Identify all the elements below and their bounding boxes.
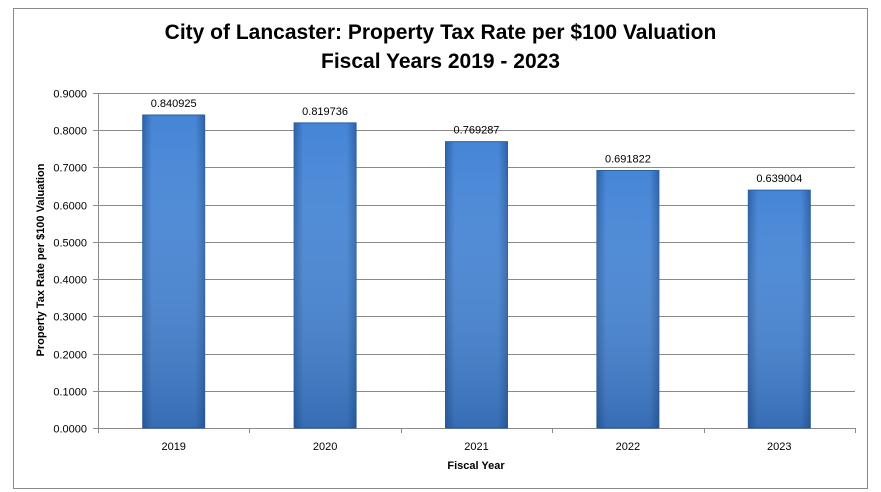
data-label: 0.691822 — [605, 153, 651, 165]
y-tick-label: 0.3000 — [53, 312, 87, 324]
x-tick-label: 2020 — [313, 441, 337, 453]
chart-frame — [13, 8, 868, 489]
y-tick-label: 0.1000 — [53, 387, 87, 399]
x-tick-label: 2023 — [767, 441, 791, 453]
y-tick-label: 0.0000 — [53, 424, 87, 436]
x-tick-label: 2019 — [161, 441, 185, 453]
y-tick-label: 0.8000 — [53, 126, 87, 138]
bar-shade — [142, 114, 205, 429]
y-tick-label: 0.2000 — [53, 350, 87, 362]
bar-shade — [748, 190, 811, 428]
bar-shade — [596, 170, 659, 429]
data-label: 0.769287 — [454, 125, 500, 137]
bar-shade — [445, 141, 508, 428]
chart-title: City of Lancaster: Property Tax Rate per… — [164, 21, 717, 44]
bar-shade — [294, 122, 357, 429]
y-tick-label: 0.6000 — [53, 201, 87, 213]
data-label: 0.840925 — [151, 98, 197, 110]
x-tick-label: 2021 — [464, 441, 488, 453]
y-tick-label: 0.5000 — [53, 238, 87, 250]
x-tick-label: 2022 — [616, 441, 640, 453]
y-tick-label: 0.9000 — [53, 89, 87, 101]
y-tick-label: 0.7000 — [53, 163, 87, 175]
y-axis-title: Property Tax Rate per $100 Valuation — [35, 163, 47, 356]
y-tick-label: 0.4000 — [53, 275, 87, 287]
x-axis-title: Fiscal Year — [447, 460, 505, 472]
data-label: 0.639004 — [756, 173, 802, 185]
data-label: 0.819736 — [302, 106, 348, 118]
chart-subtitle: Fiscal Years 2019 - 2023 — [321, 50, 560, 73]
